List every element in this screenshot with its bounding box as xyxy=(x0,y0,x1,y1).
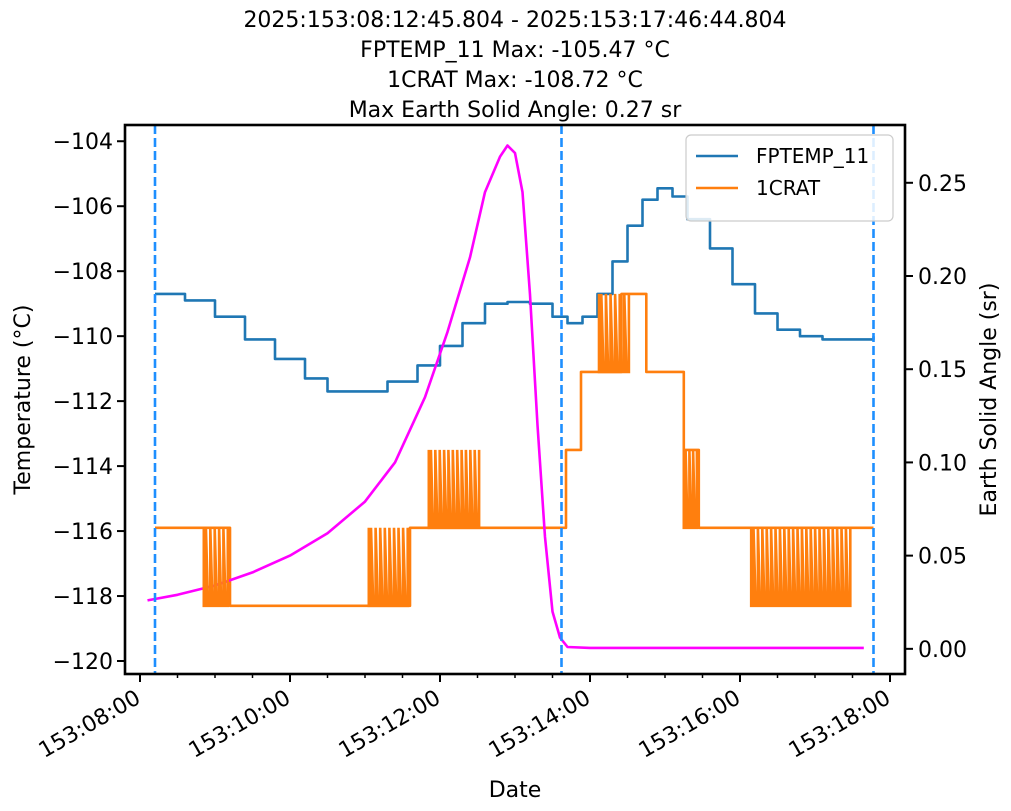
axes: −120 −118 −116 −114 −112 −110 −108 −106 −104 0.00… xyxy=(11,123,1002,803)
y2-axis-label: Earth Solid Angle (sr) xyxy=(977,283,1002,517)
y2-tick-label: 0.20 xyxy=(918,265,967,290)
y-tick-label: −114 xyxy=(53,455,113,480)
series-1crat-noise-3 xyxy=(597,293,631,374)
y-tick-label: −116 xyxy=(53,520,113,545)
series-1crat-noise-5 xyxy=(749,527,852,608)
series-1crat-noise-2 xyxy=(427,449,481,530)
y-axis-label: Temperature (°C) xyxy=(11,305,36,496)
y-tick-label: −108 xyxy=(53,260,113,285)
x-tick-label: 153:14:00 xyxy=(485,686,595,764)
y-tick-label: −104 xyxy=(53,130,113,155)
plot-series-group xyxy=(147,125,875,674)
series-1crat-noise-0 xyxy=(202,527,230,608)
legend-label-fptemp_11: FPTEMP_11 xyxy=(756,144,869,168)
y2-tick-label: 0.15 xyxy=(918,358,967,383)
title-line-1: 2025:153:08:12:45.804 - 2025:153:17:46:4… xyxy=(243,8,787,33)
legend-label-1crat: 1CRAT xyxy=(756,176,821,200)
y-tick-label: −110 xyxy=(53,325,113,350)
y2-tick-label: 0.10 xyxy=(918,451,967,476)
y-tick-label: −118 xyxy=(53,585,113,610)
legend: FPTEMP_11 1CRAT xyxy=(685,134,894,222)
plot-area xyxy=(147,125,875,674)
x-tick-label: 153:10:00 xyxy=(185,686,295,764)
y-tick-label: −120 xyxy=(53,650,113,675)
y-tick-label: −106 xyxy=(53,195,113,220)
x-tick-label: 153:08:00 xyxy=(35,686,145,764)
series-1crat-noise-4 xyxy=(682,449,699,530)
x-axis-label: Date xyxy=(489,778,542,803)
x-tick-label: 153:12:00 xyxy=(335,686,445,764)
series-earth-solid-angle-line xyxy=(147,144,864,650)
title-line-3: 1CRAT Max: -108.72 °C xyxy=(387,68,643,93)
y2-tick-label: 0.00 xyxy=(918,638,967,663)
x-tick-label: 153:16:00 xyxy=(635,686,745,764)
y2-tick-label: 0.25 xyxy=(918,172,967,197)
series-1crat-noise-1 xyxy=(367,527,409,608)
title-line-4: Max Earth Solid Angle: 0.27 sr xyxy=(348,98,682,123)
x-tick-label: 153:18:00 xyxy=(785,686,895,764)
chart-title: 2025:153:08:12:45.804 - 2025:153:17:46:4… xyxy=(125,6,905,126)
y2-tick-label: 0.05 xyxy=(918,545,967,570)
y-tick-label: −112 xyxy=(53,390,113,415)
title-line-2: FPTEMP_11 Max: -105.47 °C xyxy=(360,38,670,63)
series-fptemp_11-line xyxy=(155,187,875,393)
